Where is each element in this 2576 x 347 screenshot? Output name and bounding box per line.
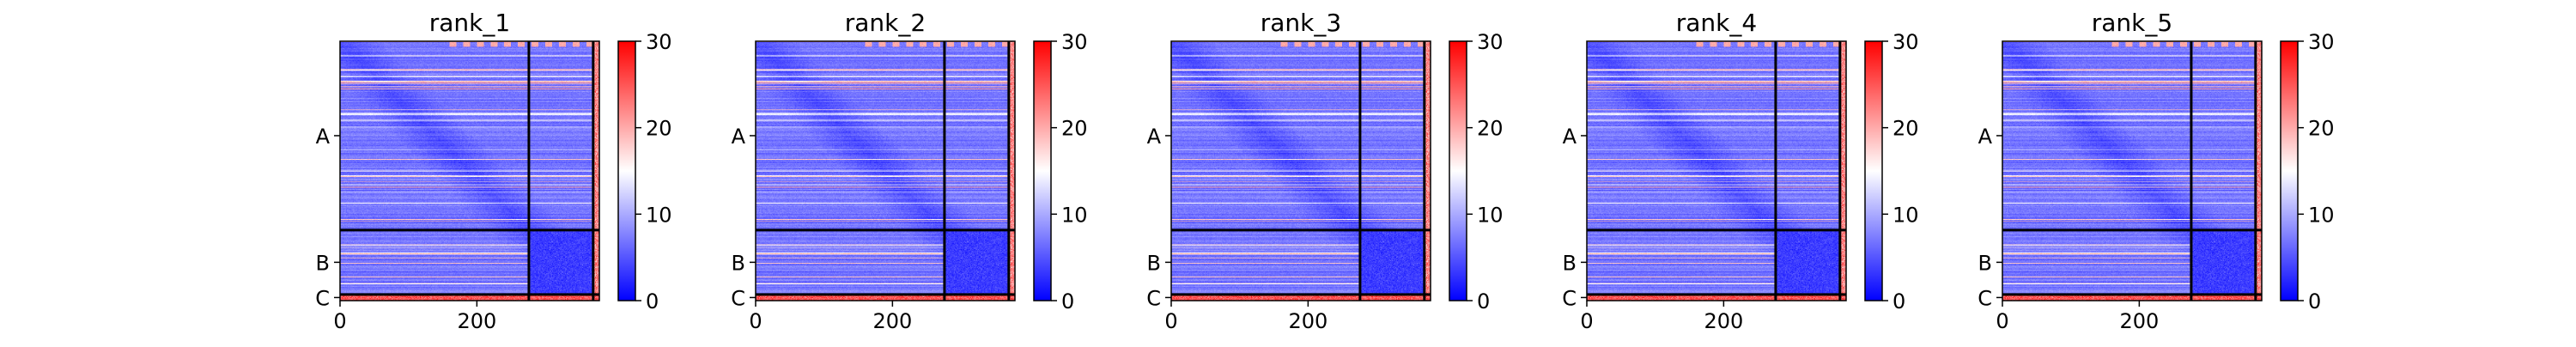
panel-title: rank_3 (1261, 9, 1341, 37)
y-tick-label: C (315, 286, 330, 310)
axes-frame (339, 40, 600, 301)
colorbar-tick-label: 20 (2308, 117, 2335, 141)
colorbar-tick-label: 20 (1061, 117, 1088, 141)
y-tick-label: B (316, 251, 330, 275)
colorbar-tick-label: 10 (1893, 203, 1919, 227)
colorbar-tick-label: 0 (1893, 289, 1905, 314)
y-tick-label: C (1562, 286, 1577, 310)
x-tick-label: 200 (1288, 309, 1327, 333)
heatmap-image (2002, 41, 2262, 301)
x-tick-label: 0 (1996, 309, 2008, 333)
colorbar-tick-label: 10 (1061, 203, 1088, 227)
x-tick-label: 200 (1704, 309, 1743, 333)
colorbar-tick-label: 20 (1893, 117, 1919, 141)
colorbar-tick-label: 10 (646, 203, 672, 227)
colorbar-tick-label: 30 (2308, 30, 2335, 54)
panel-title: rank_2 (845, 9, 926, 37)
y-tick-label: B (1978, 251, 1992, 275)
colorbar-tick-label: 10 (1477, 203, 1504, 227)
y-tick-label: A (316, 125, 331, 149)
y-tick-label: B (732, 251, 745, 275)
colorbar (1864, 40, 1883, 301)
heatmap-image (756, 41, 1015, 301)
colorbar (2280, 40, 2299, 301)
y-tick-label: A (732, 125, 746, 149)
panel-title: rank_4 (1676, 9, 1757, 37)
colorbar-tick-label: 0 (2308, 289, 2321, 314)
y-tick-label: B (1147, 251, 1161, 275)
colorbar-tick-label: 30 (646, 30, 672, 54)
axes-frame (755, 40, 1016, 301)
panel-title: rank_1 (429, 9, 510, 37)
axes-frame (1586, 40, 1847, 301)
y-tick-label: A (1147, 125, 1162, 149)
heatmap-image (1171, 41, 1431, 301)
panel-title: rank_5 (2092, 9, 2172, 37)
x-tick-label: 200 (2119, 309, 2159, 333)
colorbar-tick-label: 20 (646, 117, 672, 141)
y-tick-label: C (1978, 286, 1992, 310)
y-tick-label: C (731, 286, 745, 310)
axes-frame (2002, 40, 2263, 301)
y-tick-label: B (1563, 251, 1577, 275)
colorbar-tick-label: 30 (1477, 30, 1504, 54)
x-tick-label: 0 (749, 309, 762, 333)
x-tick-label: 0 (1580, 309, 1593, 333)
x-tick-label: 0 (1164, 309, 1177, 333)
axes-frame (1170, 40, 1431, 301)
x-tick-label: 0 (333, 309, 346, 333)
heatmap-image (340, 41, 599, 301)
y-tick-label: A (1978, 125, 1993, 149)
colorbar-tick-label: 10 (2308, 203, 2335, 227)
colorbar-tick-label: 0 (1061, 289, 1074, 314)
heatmap-image (1587, 41, 1846, 301)
colorbar-tick-label: 30 (1893, 30, 1919, 54)
x-tick-label: 200 (872, 309, 912, 333)
colorbar-tick-label: 30 (1061, 30, 1088, 54)
colorbar-tick-label: 0 (646, 289, 659, 314)
colorbar (1033, 40, 1052, 301)
colorbar (1449, 40, 1467, 301)
colorbar-tick-label: 0 (1477, 289, 1490, 314)
y-tick-label: C (1146, 286, 1161, 310)
y-tick-label: A (1563, 125, 1577, 149)
x-tick-label: 200 (457, 309, 496, 333)
colorbar (617, 40, 636, 301)
colorbar-tick-label: 20 (1477, 117, 1504, 141)
